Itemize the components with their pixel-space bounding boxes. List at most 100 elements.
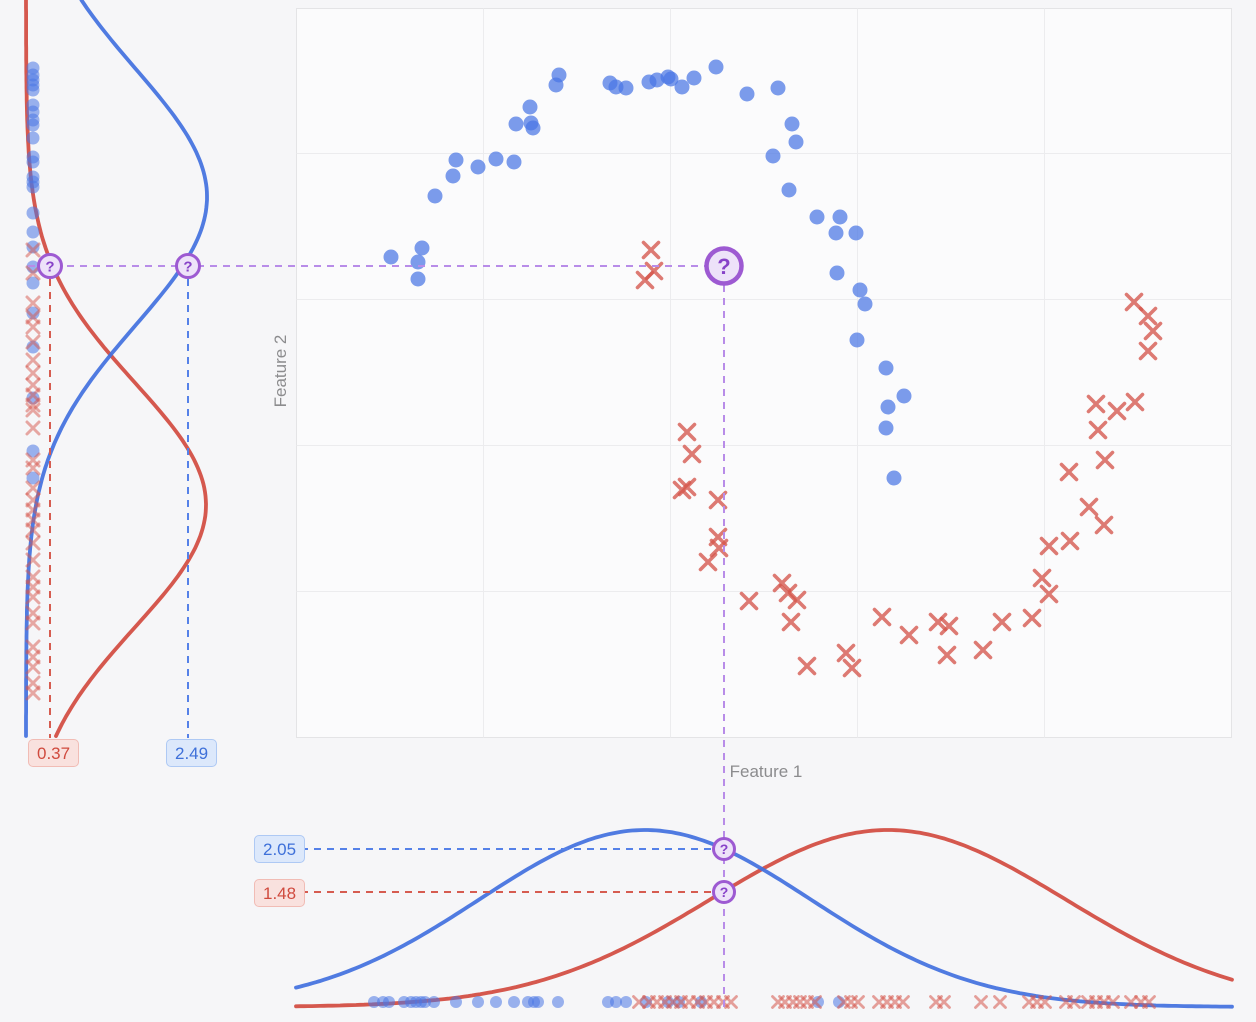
scatter-point-red: [836, 643, 856, 663]
scatter-point-red: [939, 616, 959, 636]
scatter-point-red: [1125, 392, 1145, 412]
scatter-point-blue: [781, 182, 797, 198]
scatter-point-blue: [470, 159, 486, 175]
scatter-point-red: [797, 656, 817, 676]
rug-mark-feature1-blue: [383, 996, 395, 1008]
feature2-blue-intersection-marker: ?: [175, 253, 201, 279]
rug-mark-feature2-red: [25, 402, 41, 418]
rug-mark-feature2-red: [25, 480, 41, 496]
rug-mark-feature2-red: [25, 295, 41, 311]
scatter-point-blue: [857, 296, 873, 312]
rug-mark-feature1-red: [896, 995, 910, 1009]
scatter-point-blue: [739, 86, 755, 102]
question-mark-icon: ?: [45, 258, 54, 275]
rug-mark-feature2-red: [25, 535, 41, 551]
rug-mark-feature2-blue: [26, 180, 40, 194]
scatter-point-red: [1086, 394, 1106, 414]
scatter-point-blue: [522, 99, 538, 115]
rug-mark-feature2-blue: [26, 131, 40, 145]
scatter-point-blue: [832, 209, 848, 225]
rug-mark-feature2-blue: [26, 155, 40, 169]
rug-mark-feature1-red: [1067, 995, 1081, 1009]
scatter-point-red: [899, 625, 919, 645]
rug-mark-feature2-red: [25, 365, 41, 381]
rug-mark-feature2-red: [25, 522, 41, 538]
scatter-point-blue: [674, 79, 690, 95]
scatter-point-red: [1088, 420, 1108, 440]
scatter-point-red: [1095, 450, 1115, 470]
feature2-blue-intersection-marker-circle: [175, 253, 201, 279]
scatter-point-red: [1143, 321, 1163, 341]
scatter-point-blue: [852, 282, 868, 298]
density-curve-feature2-blue: [24, 0, 209, 738]
scatter-point-red: [682, 444, 702, 464]
rug-mark-feature2-red: [25, 334, 41, 350]
scatter-point-blue: [878, 360, 894, 376]
rug-mark-feature1-blue: [490, 996, 502, 1008]
rug-mark-feature1-red: [937, 995, 951, 1009]
y-axis-label: Feature 2: [271, 334, 290, 408]
scatter-point-blue: [829, 265, 845, 281]
scatter-point-red: [928, 612, 948, 632]
rug-mark-feature1-blue: [610, 996, 622, 1008]
question-mark-icon: ?: [717, 254, 730, 279]
density-curve-feature2-red: [24, 0, 208, 738]
rug-mark-feature1-blue: [450, 996, 462, 1008]
scatter-point-red: [973, 640, 993, 660]
scatter-point-red: [772, 573, 792, 593]
rug-mark-feature2-red: [25, 589, 41, 605]
scatter-point-red: [1032, 568, 1052, 588]
scatter-point-blue: [848, 225, 864, 241]
feature1-red-likelihood-badge: 1.48: [254, 879, 306, 907]
scatter-point-red: [937, 645, 957, 665]
scatter-point-blue: [508, 116, 524, 132]
rug-mark-feature2-blue: [26, 83, 40, 97]
rug-mark-feature1-blue: [508, 996, 520, 1008]
rug-mark-feature2-blue: [26, 471, 40, 485]
rug-mark-feature2-red: [25, 552, 41, 568]
query-point-marker[interactable]: ?: [704, 246, 744, 286]
scatter-point-blue: [880, 399, 896, 415]
rug-mark-feature2-red: [25, 397, 41, 413]
rug-mark-feature1-blue: [812, 996, 824, 1008]
scatter-point-red: [842, 658, 862, 678]
rug-mark-feature2-red: [25, 319, 41, 335]
scatter-point-red: [787, 590, 807, 610]
scatter-point-blue: [886, 470, 902, 486]
rug-mark-feature2-red: [25, 615, 41, 631]
plot-area: [296, 8, 1232, 738]
feature1-red-intersection-marker-circle: [712, 880, 736, 904]
scatter-point-red: [635, 270, 655, 290]
rug-mark-feature1-red: [1142, 995, 1156, 1009]
scatter-point-blue: [410, 271, 426, 287]
scatter-point-red: [1039, 536, 1059, 556]
scatter-point-blue: [414, 240, 430, 256]
rug-mark-feature2-red: [25, 659, 41, 675]
rug-mark-feature1-blue: [552, 996, 564, 1008]
rug-mark-feature2-red: [25, 352, 41, 368]
rug-mark-feature2-red: [25, 242, 41, 258]
rug-mark-feature1-red: [974, 995, 988, 1009]
scatter-point-red: [1039, 584, 1059, 604]
scatter-point-red: [1094, 515, 1114, 535]
question-mark-icon: ?: [720, 841, 729, 857]
scatter-point-blue: [410, 254, 426, 270]
rug-mark-feature1-blue: [419, 996, 431, 1008]
scatter-point-blue: [618, 80, 634, 96]
scatter-point-blue: [896, 388, 912, 404]
scatter-point-blue: [488, 151, 504, 167]
rug-mark-feature1-red: [724, 995, 738, 1009]
feature1-red-intersection-marker: ?: [712, 880, 736, 904]
rug-mark-feature1-blue: [532, 996, 544, 1008]
feature1-blue-intersection-marker-circle: [712, 837, 736, 861]
scatter-point-red: [677, 477, 697, 497]
query-point-marker-circle[interactable]: [704, 246, 744, 286]
feature1-blue-likelihood-badge: 2.05: [254, 835, 306, 863]
scatter-point-blue: [849, 332, 865, 348]
scatter-point-red: [1079, 497, 1099, 517]
rug-mark-feature2-red: [25, 265, 41, 281]
rug-mark-feature1-red: [1038, 995, 1052, 1009]
scatter-point-blue: [383, 249, 399, 265]
scatter-point-red: [698, 552, 718, 572]
